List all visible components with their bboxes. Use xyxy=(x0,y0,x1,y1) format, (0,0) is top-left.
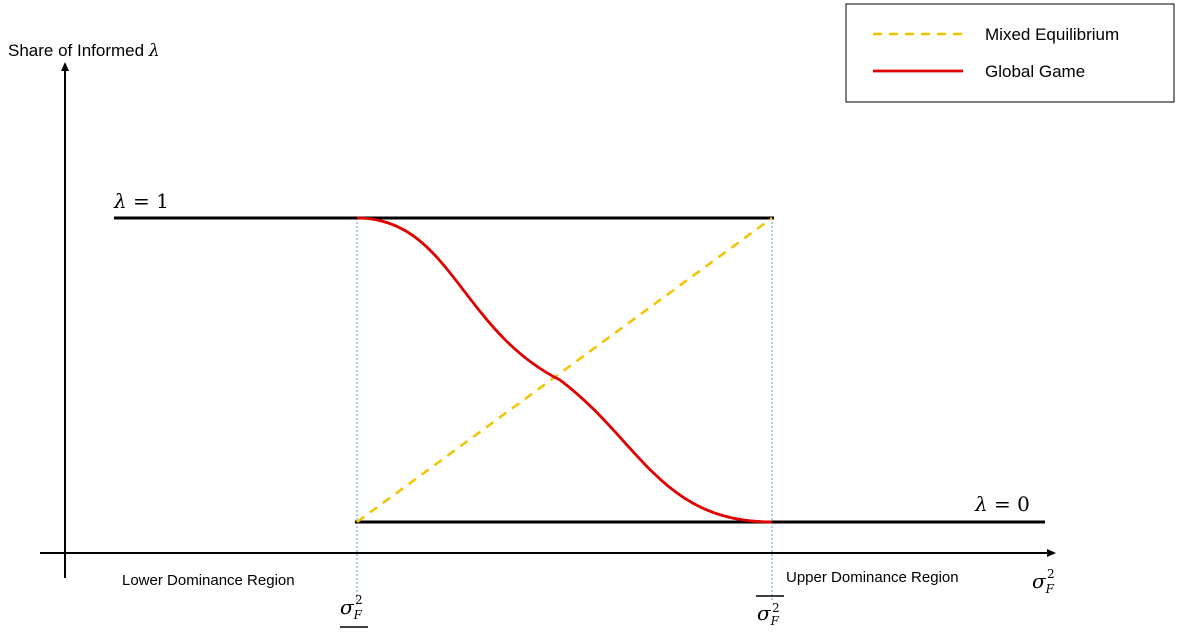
upper-dominance-region-label: Upper Dominance Region xyxy=(786,569,959,586)
legend-label-mixed-equilibrium: Mixed Equilibrium xyxy=(985,25,1119,44)
svg-text:σF2: σF2 xyxy=(340,593,363,622)
mixed-equilibrium-line xyxy=(356,216,773,524)
legend-label-global-game: Global Game xyxy=(985,62,1085,81)
svg-text:σF2: σF2 xyxy=(757,601,780,628)
legend-box xyxy=(845,3,1175,103)
lambda-zero-label: λ = 0 xyxy=(974,492,1030,516)
lambda-one-label: λ = 1 xyxy=(113,189,169,213)
lower-dominance-region-label: Lower Dominance Region xyxy=(122,572,295,589)
global-game-curve xyxy=(356,216,773,524)
y-axis-label: Share of Informed λ xyxy=(8,41,160,61)
legend: Mixed Equilibrium Global Game xyxy=(845,3,1175,103)
x-axis-label: σF2 xyxy=(1032,567,1055,596)
lower-threshold-label: σF2 xyxy=(340,593,368,628)
upper-threshold-label: σF2 xyxy=(756,595,784,628)
